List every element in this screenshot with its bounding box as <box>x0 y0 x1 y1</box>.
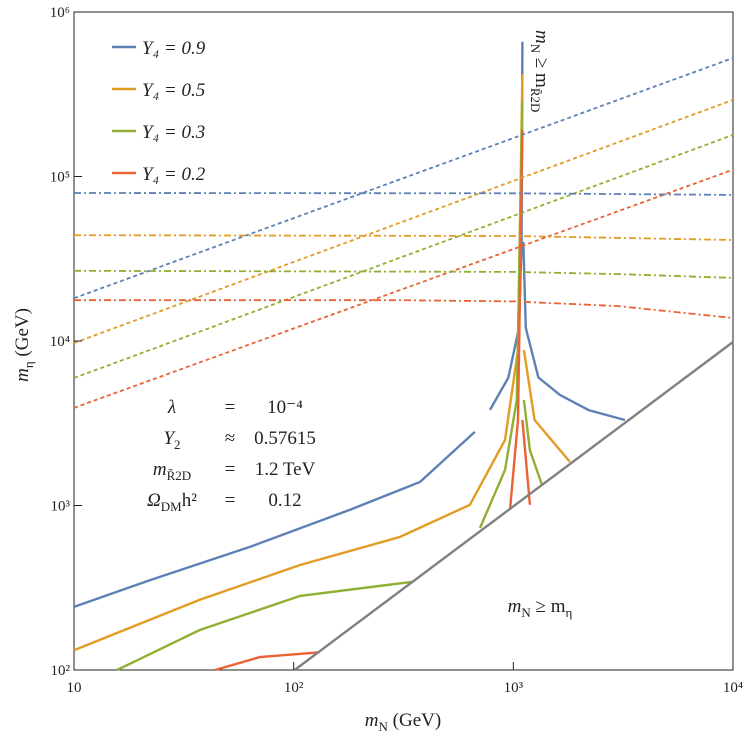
subscript: DM <box>161 499 182 514</box>
subscript: N <box>528 44 543 54</box>
y-tick-label: 10⁴ <box>50 334 70 350</box>
plot-marks <box>73 41 734 672</box>
legend-label: Y₄ = 0.9 <box>142 38 206 59</box>
y-tick-label: 10³ <box>51 499 71 515</box>
series-line <box>74 299 734 319</box>
y-tick-label: 10⁵ <box>50 170 70 186</box>
series-line <box>73 168 734 409</box>
parameter-operator: = <box>225 490 236 511</box>
series-line <box>73 192 734 196</box>
parameter-name: λ <box>167 397 176 418</box>
x-tick-label: 10⁴ <box>723 680 743 696</box>
x-tick-label: 10 <box>67 680 82 696</box>
y-tick-label: 10⁶ <box>50 5 70 21</box>
parameter-value: 0.57615 <box>254 428 316 449</box>
text-part: m <box>365 710 379 731</box>
x-axis-label: mN (GeV) <box>365 710 441 734</box>
parameter-operator: ≈ <box>225 428 235 449</box>
series-line <box>73 73 571 652</box>
region-annotation: mN ≥ mη <box>508 596 573 620</box>
text-part: Ω <box>147 490 161 511</box>
text-part: m <box>508 596 522 617</box>
parameter-value: 1.2 TeV <box>255 459 316 480</box>
x-tick-label: 10² <box>284 680 304 696</box>
parameter-name: Y2 <box>163 428 180 452</box>
y-tick-label: 10² <box>51 663 71 679</box>
legend-label: Y₄ = 0.5 <box>142 80 205 101</box>
text-part: m <box>153 459 167 480</box>
series-line <box>73 57 734 300</box>
series-line <box>73 134 734 379</box>
text-part: ≥ m <box>531 596 566 617</box>
series-line <box>73 99 734 344</box>
series-line <box>214 129 532 672</box>
text-part: (GeV) <box>12 308 33 361</box>
subscript: η <box>21 361 36 368</box>
y-axis-label: mη (GeV) <box>12 308 36 382</box>
series-line <box>73 234 734 241</box>
text-part: h² <box>182 490 198 511</box>
parameter-name: ΩDMh² <box>147 490 197 514</box>
subscript: N <box>379 719 389 734</box>
parameter-operator: = <box>225 397 236 418</box>
text-part: Y <box>163 428 176 449</box>
subscript: N <box>521 605 531 620</box>
text-part: λ <box>167 397 176 418</box>
text-part: (GeV) <box>388 710 441 731</box>
parameter-value: 0.12 <box>268 490 301 511</box>
x-tick-label: 10³ <box>504 680 524 696</box>
text-part: m <box>531 30 552 44</box>
text-part: m <box>12 368 33 382</box>
subscript: 2 <box>174 437 181 452</box>
subscript: R̃2D <box>528 88 543 113</box>
legend-label: Y₄ = 0.3 <box>142 122 205 143</box>
parameter-value: 10⁻⁴ <box>267 397 303 418</box>
parameter-operator: = <box>225 459 236 480</box>
vertical-line-annotation: mN ≥ mR̃2D <box>528 30 552 112</box>
series-line <box>116 100 544 672</box>
series-line <box>293 341 734 671</box>
series-line <box>73 269 734 279</box>
legend-label: Y₄ = 0.2 <box>142 164 206 185</box>
parameter-name: mR̃2D <box>153 459 191 483</box>
subscript: η <box>566 605 573 620</box>
text-part: ≥ m <box>531 53 552 88</box>
subscript: R̃2D <box>167 468 192 483</box>
